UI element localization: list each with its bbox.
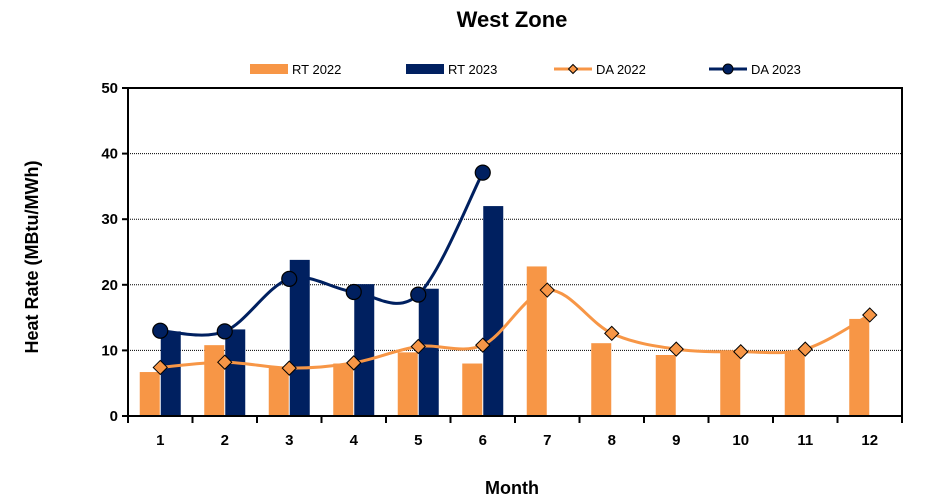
- marker-da-2022-9: [668, 341, 684, 357]
- bar-rt-2022-5: [397, 352, 418, 416]
- y-axis-title: Heat Rate (MBtu/MWh): [22, 161, 42, 354]
- bar-rt-2022-1: [139, 372, 160, 416]
- bar-rt-2022-2: [204, 345, 225, 416]
- legend-swatch-rt-2023: [406, 64, 444, 74]
- y-tick-label-3: 30: [101, 211, 118, 228]
- marker-da-2023-1: [152, 322, 169, 339]
- line-da-2022: [160, 288, 871, 370]
- bar-rt-2022-4: [333, 363, 354, 416]
- x-tick-label-4: 5: [414, 432, 422, 449]
- bar-rt-2022-8: [591, 343, 612, 416]
- y-tick-label-4: 40: [101, 146, 118, 163]
- x-tick-label-5: 6: [479, 432, 487, 449]
- bar-rt-2022-7: [526, 266, 547, 416]
- x-tick-label-9: 10: [732, 432, 749, 449]
- marker-da-2022-3: [281, 360, 297, 376]
- marker-da-2022-7: [539, 282, 555, 298]
- x-tick-label-0: 1: [156, 432, 164, 449]
- x-tick-label-7: 8: [608, 432, 616, 449]
- marker-da-2022-5: [410, 338, 426, 355]
- bar-rt-2023-3: [289, 259, 310, 416]
- marker-da-2022-11: [797, 341, 813, 357]
- legend-label-da-2023: DA 2023: [751, 62, 801, 77]
- y-tick-label-1: 10: [101, 342, 118, 359]
- legend-label-da-2022: DA 2022: [596, 62, 646, 77]
- x-tick-label-11: 12: [861, 432, 878, 449]
- y-tick-label-0: 0: [110, 408, 118, 425]
- legend-marker-da-2023: [722, 63, 734, 75]
- legend-label-rt-2023: RT 2023: [448, 62, 497, 77]
- marker-da-2022-1: [152, 359, 168, 376]
- bar-rt-2022-12: [849, 318, 870, 416]
- marker-da-2022-10: [733, 344, 749, 360]
- x-tick-label-2: 3: [285, 432, 293, 449]
- marker-da-2022-6: [475, 337, 491, 353]
- bar-rt-2022-3: [268, 367, 289, 416]
- x-axis-title: Month: [485, 478, 539, 498]
- bar-rt-2023-4: [354, 284, 375, 416]
- bar-rt-2022-11: [784, 351, 805, 416]
- marker-da-2023-2: [216, 323, 233, 340]
- x-tick-label-8: 9: [672, 432, 680, 449]
- bar-rt-2023-5: [418, 288, 439, 416]
- legend-marker-da-2022: [567, 63, 579, 75]
- marker-da-2023-4: [345, 283, 362, 301]
- y-tick-label-2: 20: [101, 277, 118, 294]
- x-axis-ticks: 1 2 3 4 5 6 7 8 9 10 11 12: [127, 416, 903, 449]
- legend: RT 2022 RT 2023 DA 2022 DA 2023: [250, 62, 801, 77]
- lines: [152, 164, 878, 376]
- legend-swatch-rt-2022: [250, 64, 288, 74]
- bar-rt-2022-10: [720, 350, 741, 416]
- marker-da-2022-8: [604, 325, 620, 342]
- bars: [139, 206, 870, 416]
- marker-da-2023-5: [410, 286, 427, 303]
- bar-rt-2023-6: [483, 206, 504, 416]
- bar-rt-2023-2: [225, 329, 246, 416]
- gridlines: [128, 153, 902, 351]
- bar-rt-2023-1: [160, 331, 181, 416]
- legend-label-rt-2022: RT 2022: [292, 62, 341, 77]
- chart-title: West Zone: [457, 7, 568, 32]
- bar-rt-2022-9: [655, 354, 676, 416]
- marker-da-2022-4: [346, 355, 362, 371]
- x-tick-label-1: 2: [221, 432, 229, 449]
- marker-da-2022-2: [217, 354, 233, 370]
- x-tick-label-10: 11: [797, 432, 813, 449]
- marker-da-2023-6: [474, 164, 491, 181]
- marker-da-2022-12: [862, 307, 878, 323]
- y-axis-ticks: 0 10 20 30 40 50: [101, 80, 128, 425]
- x-tick-label-6: 7: [543, 432, 551, 449]
- y-tick-label-5: 50: [101, 80, 118, 97]
- bar-rt-2022-6: [462, 363, 483, 416]
- x-tick-label-3: 4: [350, 432, 359, 449]
- marker-da-2023-3: [281, 270, 298, 287]
